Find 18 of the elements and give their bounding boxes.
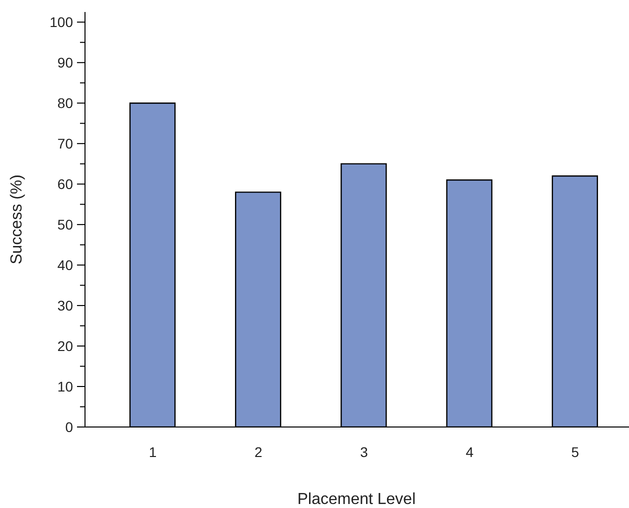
y-axis-title: Success (%) xyxy=(8,174,26,264)
y-tick-label: 50 xyxy=(57,216,74,233)
y-tick-label: 20 xyxy=(57,338,74,354)
y-tick-label: 100 xyxy=(50,14,74,30)
x-tick-label: 5 xyxy=(571,444,580,460)
x-tick-label: 3 xyxy=(360,444,368,460)
y-tick-label: 90 xyxy=(57,54,74,71)
x-tick-label: 4 xyxy=(466,444,474,460)
y-tick-label: 10 xyxy=(57,378,74,395)
x-tick-label: 1 xyxy=(148,444,157,460)
y-tick-label: 0 xyxy=(65,419,74,435)
y-tick-label: 30 xyxy=(57,298,74,314)
y-tick-label: 40 xyxy=(57,257,74,274)
x-axis-title: Placement Level xyxy=(297,491,416,508)
y-tick-label: 60 xyxy=(57,176,74,192)
y-tick-label: 80 xyxy=(57,95,74,112)
y-tick-label: 70 xyxy=(57,136,74,152)
x-tick-label: 2 xyxy=(254,444,262,460)
